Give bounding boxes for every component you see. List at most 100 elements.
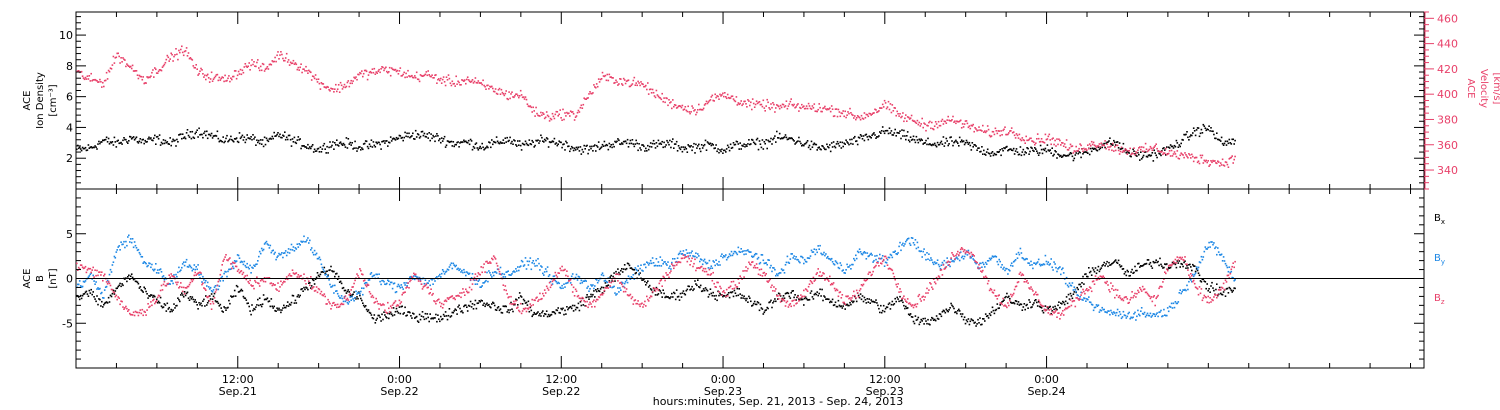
data-point xyxy=(174,307,176,309)
data-point xyxy=(1178,260,1181,262)
data-point xyxy=(1177,301,1180,303)
data-point xyxy=(666,296,668,298)
data-point xyxy=(290,243,293,246)
data-point xyxy=(935,315,938,317)
data-point xyxy=(1021,309,1024,311)
data-point xyxy=(896,131,898,134)
data-point xyxy=(512,96,514,98)
data-point xyxy=(704,139,707,142)
data-point xyxy=(1215,288,1217,291)
data-point xyxy=(1063,154,1066,157)
data-point xyxy=(1220,136,1223,139)
data-point xyxy=(1201,278,1204,281)
data-point xyxy=(642,270,644,272)
data-point xyxy=(113,291,116,294)
data-point xyxy=(754,143,757,146)
data-point xyxy=(224,74,226,77)
data-point xyxy=(1015,148,1018,150)
data-point xyxy=(476,82,479,84)
data-point xyxy=(291,62,294,64)
data-point xyxy=(1178,144,1181,146)
data-point xyxy=(213,135,216,137)
data-point xyxy=(511,308,513,310)
data-point xyxy=(182,54,185,57)
data-point xyxy=(732,295,735,298)
data-point xyxy=(819,244,821,247)
data-point xyxy=(215,289,218,291)
data-point xyxy=(662,289,664,291)
data-point xyxy=(959,313,962,315)
data-point xyxy=(970,318,973,320)
data-point xyxy=(1088,153,1091,156)
data-point xyxy=(505,141,507,143)
data-point xyxy=(1214,247,1216,250)
data-point xyxy=(463,305,465,308)
data-point xyxy=(777,274,779,277)
data-point xyxy=(532,106,534,109)
data-point xyxy=(722,256,724,259)
data-point xyxy=(941,261,944,264)
data-point xyxy=(705,149,708,151)
data-point xyxy=(1057,268,1059,270)
data-point xyxy=(1201,132,1204,134)
data-point xyxy=(724,92,726,94)
data-point xyxy=(1166,153,1169,155)
data-point xyxy=(490,146,492,149)
data-point xyxy=(136,74,139,76)
data-point xyxy=(246,66,248,68)
data-point xyxy=(533,146,535,148)
data-point xyxy=(1161,265,1163,268)
data-point xyxy=(826,143,828,146)
data-point xyxy=(737,102,740,104)
data-point xyxy=(362,75,364,78)
data-point xyxy=(1111,311,1113,314)
data-point xyxy=(538,115,540,117)
data-point xyxy=(763,107,766,109)
data-point xyxy=(349,296,352,298)
data-point xyxy=(556,282,559,285)
data-point xyxy=(477,302,480,304)
data-point xyxy=(271,60,274,62)
data-point xyxy=(1183,156,1185,159)
data-point xyxy=(572,149,575,152)
data-point xyxy=(741,104,743,107)
data-point xyxy=(294,141,297,144)
data-point xyxy=(459,84,461,86)
data-point xyxy=(160,69,163,72)
data-point xyxy=(308,282,310,284)
data-point xyxy=(480,82,482,84)
data-point xyxy=(343,83,346,86)
data-point xyxy=(409,311,411,314)
data-point xyxy=(263,243,266,245)
data-point xyxy=(853,300,855,303)
data-point xyxy=(469,81,472,83)
data-point xyxy=(350,295,352,298)
data-point xyxy=(925,258,927,261)
data-point xyxy=(694,109,696,111)
data-point xyxy=(397,137,400,140)
data-point xyxy=(857,251,860,254)
data-point xyxy=(1008,132,1010,134)
data-point xyxy=(566,282,568,284)
data-point xyxy=(466,306,468,308)
data-point xyxy=(845,116,847,119)
data-point xyxy=(485,279,487,282)
data-point xyxy=(838,304,841,307)
data-point xyxy=(410,315,412,317)
data-point xyxy=(861,253,864,256)
data-point xyxy=(1039,144,1042,147)
data-point xyxy=(231,267,233,270)
data-point xyxy=(973,144,975,146)
data-point xyxy=(562,287,564,289)
data-point xyxy=(1040,148,1043,151)
data-point xyxy=(113,255,116,258)
data-point xyxy=(595,279,598,281)
data-point xyxy=(743,295,745,297)
data-point xyxy=(103,85,105,88)
data-point xyxy=(469,300,472,303)
data-point xyxy=(1010,301,1012,304)
data-point xyxy=(209,286,212,289)
data-point xyxy=(244,63,247,65)
data-point xyxy=(232,261,234,264)
data-point xyxy=(1047,149,1050,151)
